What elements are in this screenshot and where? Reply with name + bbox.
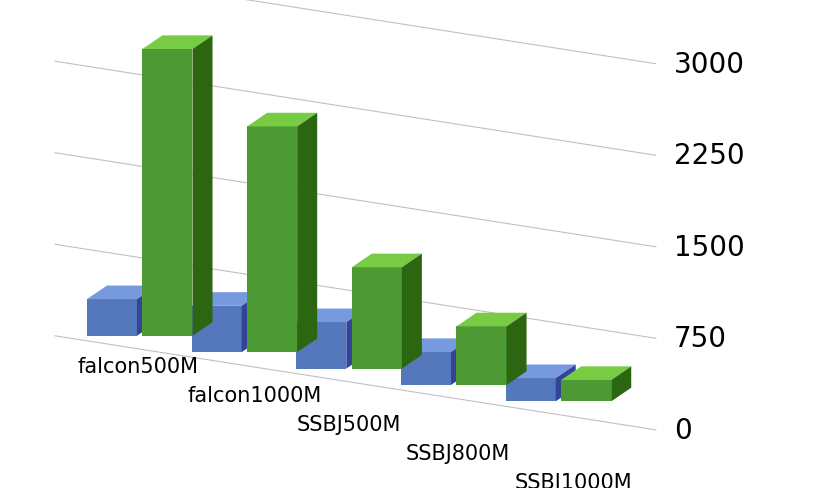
- Polygon shape: [401, 352, 451, 385]
- Polygon shape: [296, 323, 346, 369]
- Polygon shape: [247, 114, 317, 127]
- Polygon shape: [507, 313, 526, 385]
- Polygon shape: [346, 309, 366, 369]
- Polygon shape: [506, 378, 556, 402]
- Polygon shape: [191, 306, 241, 352]
- Text: 1500: 1500: [674, 233, 745, 261]
- Polygon shape: [561, 366, 631, 380]
- Polygon shape: [401, 254, 422, 369]
- Text: 0: 0: [674, 416, 692, 444]
- Text: SSBJ500M: SSBJ500M: [296, 414, 401, 434]
- Polygon shape: [142, 50, 192, 336]
- Polygon shape: [137, 286, 157, 336]
- Text: 750: 750: [674, 325, 727, 353]
- Polygon shape: [456, 313, 526, 326]
- Polygon shape: [87, 300, 137, 336]
- Polygon shape: [456, 326, 507, 385]
- Polygon shape: [351, 254, 422, 268]
- Polygon shape: [611, 366, 631, 402]
- Text: falcon1000M: falcon1000M: [187, 385, 321, 405]
- Polygon shape: [556, 365, 576, 402]
- Polygon shape: [296, 309, 366, 323]
- Polygon shape: [451, 339, 471, 385]
- Polygon shape: [506, 365, 576, 378]
- Text: 2250: 2250: [674, 142, 745, 170]
- Polygon shape: [351, 268, 401, 369]
- Text: SSBJ800M: SSBJ800M: [406, 443, 510, 463]
- Polygon shape: [561, 380, 611, 402]
- Polygon shape: [191, 293, 262, 306]
- Text: 3000: 3000: [674, 51, 745, 79]
- Text: falcon500M: falcon500M: [78, 356, 199, 376]
- Polygon shape: [192, 36, 213, 336]
- Polygon shape: [401, 339, 471, 352]
- Polygon shape: [142, 36, 213, 50]
- Polygon shape: [241, 293, 262, 352]
- Polygon shape: [297, 114, 317, 352]
- Polygon shape: [87, 286, 157, 300]
- Polygon shape: [247, 127, 297, 352]
- Text: SSBJ1000M: SSBJ1000M: [515, 472, 632, 488]
